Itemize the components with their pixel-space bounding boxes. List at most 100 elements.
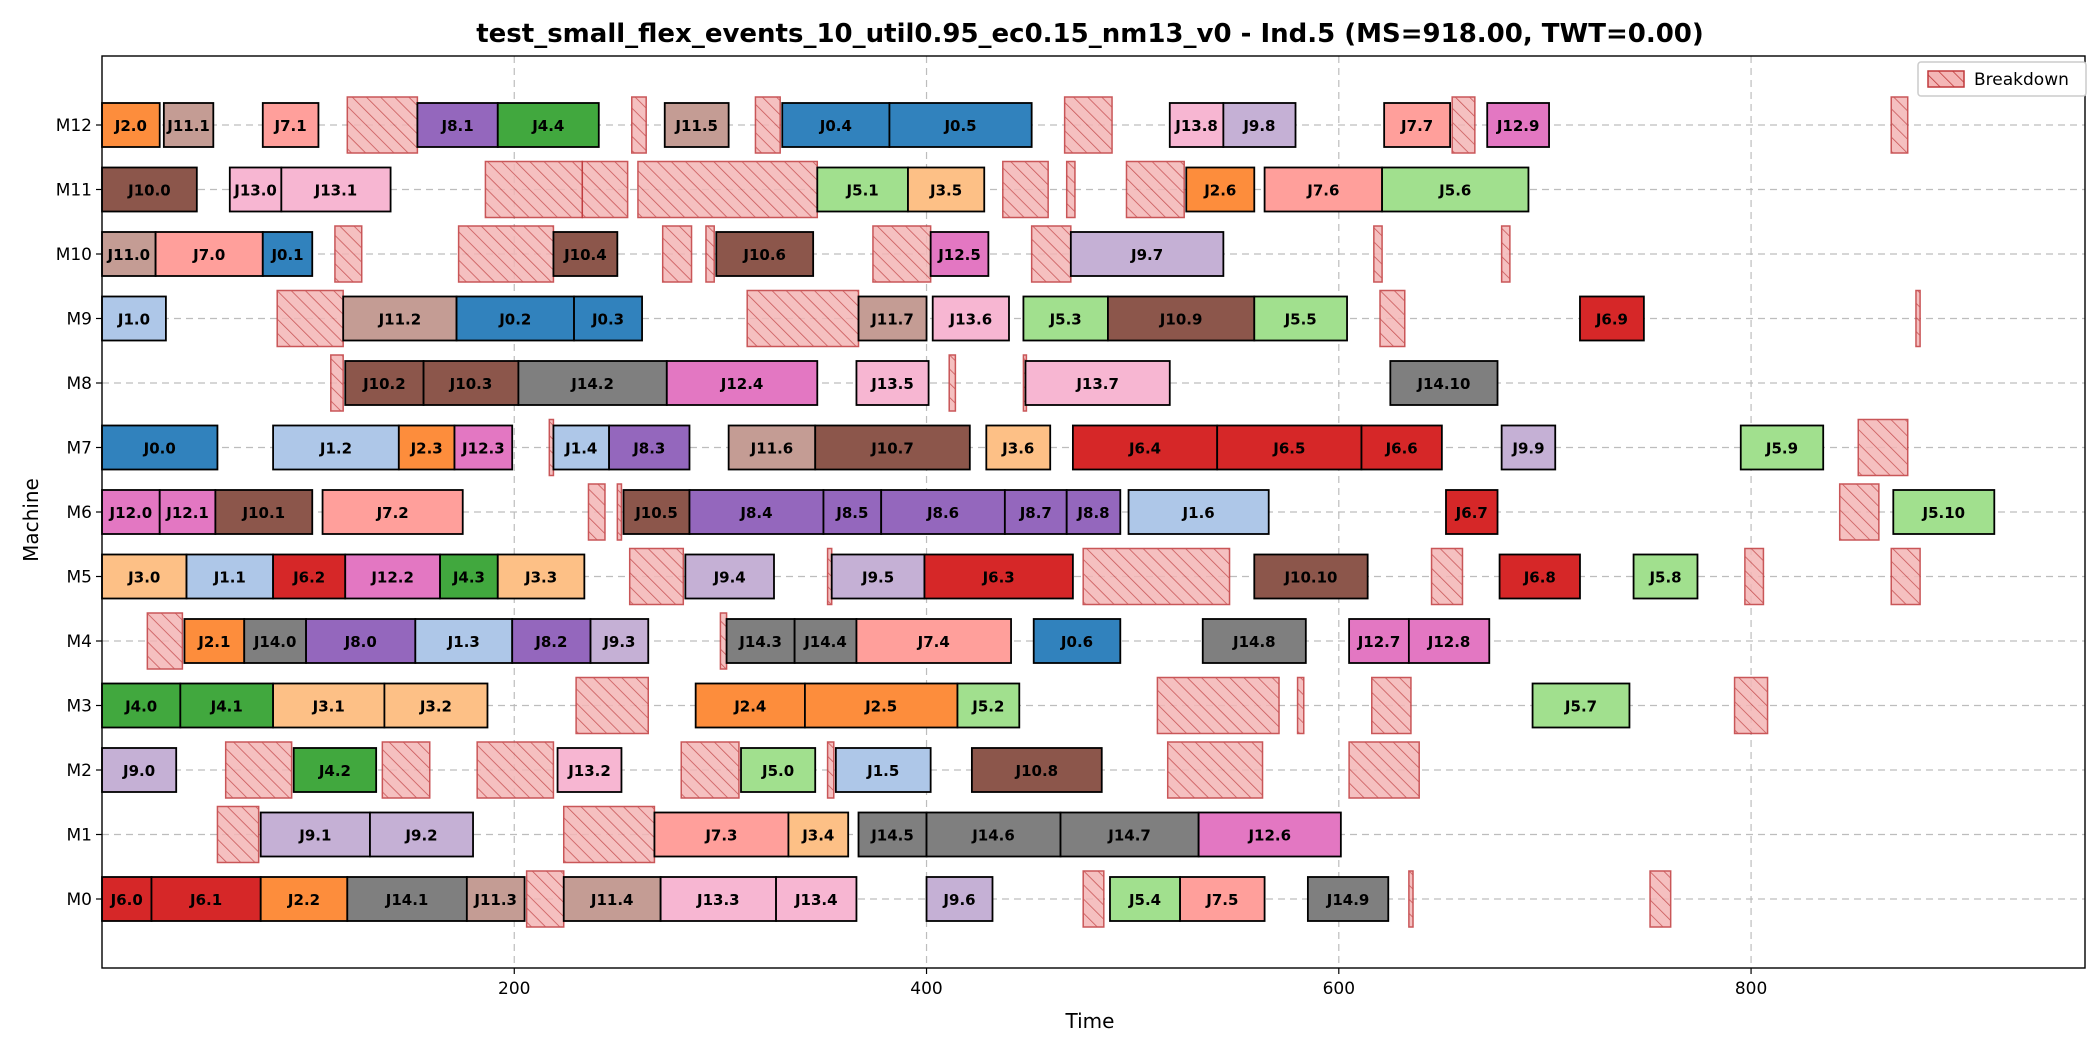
operation-bar bbox=[496, 553, 586, 600]
legend-breakdown-swatch bbox=[1927, 70, 1965, 88]
breakdown-bar bbox=[587, 483, 606, 541]
operation-label: J14.8 bbox=[1232, 633, 1276, 651]
operation-label: J10.7 bbox=[870, 440, 914, 458]
operation-bar bbox=[653, 811, 790, 858]
operation-label: J11.1 bbox=[166, 117, 210, 135]
operation-bar bbox=[725, 618, 796, 664]
breakdown-bar bbox=[525, 870, 565, 928]
operation-label: J0.1 bbox=[270, 246, 303, 264]
operation-label: J10.6 bbox=[742, 246, 786, 264]
operation-label: J0.6 bbox=[1060, 633, 1093, 651]
operation-bar bbox=[261, 102, 320, 148]
breakdown-bar bbox=[661, 225, 693, 283]
operation-label: J13.1 bbox=[314, 182, 358, 200]
operation-bar bbox=[1348, 618, 1410, 664]
operation-label: J0.5 bbox=[943, 117, 976, 135]
operation-bar bbox=[552, 231, 619, 277]
operation-bar bbox=[907, 166, 986, 213]
operation-label: J6.8 bbox=[1523, 569, 1556, 587]
legend-breakdown-label: Breakdown bbox=[1974, 70, 2069, 90]
x-tick-label: 200 bbox=[498, 979, 530, 999]
operation-label: J12.7 bbox=[1357, 633, 1401, 651]
operation-label: J14.7 bbox=[1107, 827, 1151, 845]
operation-bar bbox=[261, 231, 314, 277]
operation-bar bbox=[694, 682, 806, 729]
operation-bar bbox=[496, 102, 600, 148]
breakdown-bar bbox=[705, 225, 715, 283]
operation-bar bbox=[154, 231, 264, 277]
operation-label: J6.6 bbox=[1385, 440, 1418, 458]
operation-label: J10.9 bbox=[1159, 311, 1203, 329]
operation-bar bbox=[1222, 102, 1297, 148]
operation-label: J11.4 bbox=[590, 891, 634, 909]
breakdown-bar bbox=[631, 96, 647, 154]
operation-label: J11.3 bbox=[473, 891, 517, 909]
operation-bar bbox=[925, 876, 994, 922]
operation-bar bbox=[397, 424, 456, 471]
breakdown-bar bbox=[746, 289, 860, 348]
operation-bar bbox=[1531, 682, 1631, 729]
breakdown-bar bbox=[224, 741, 293, 799]
operation-bar bbox=[1579, 295, 1645, 342]
operation-bar bbox=[857, 295, 928, 342]
breakdown-bar bbox=[1348, 741, 1420, 799]
breakdown-bar bbox=[562, 805, 656, 864]
operation-label: J2.1 bbox=[197, 633, 230, 651]
breakdown-bar bbox=[484, 160, 584, 219]
operation-label: J13.5 bbox=[870, 375, 914, 393]
y-tick-label: M5 bbox=[67, 568, 92, 588]
operation-label: J7.5 bbox=[1205, 891, 1238, 909]
y-tick-label: M10 bbox=[56, 245, 92, 265]
operation-label: J4.3 bbox=[452, 569, 485, 587]
operation-label: J13.7 bbox=[1075, 375, 1119, 393]
operation-bar bbox=[465, 876, 526, 922]
y-tick-label: M1 bbox=[67, 826, 92, 846]
operation-label: J4.0 bbox=[124, 698, 157, 716]
operation-bar bbox=[101, 295, 167, 342]
operation-label: J4.2 bbox=[318, 762, 351, 780]
operation-bar bbox=[1389, 360, 1499, 406]
operation-bar bbox=[880, 489, 1006, 535]
breakdown-bar bbox=[1890, 547, 1921, 606]
operation-bar bbox=[185, 553, 274, 600]
operation-bar bbox=[814, 424, 971, 471]
operation-label: J1.5 bbox=[866, 762, 899, 780]
operation-label: J0.3 bbox=[591, 311, 624, 329]
operation-bar bbox=[1632, 553, 1699, 600]
operation-bar bbox=[1185, 166, 1256, 213]
operation-bar bbox=[925, 811, 1062, 858]
operation-label: J2.0 bbox=[114, 117, 147, 135]
operation-bar bbox=[1059, 811, 1200, 858]
operation-label: J10.10 bbox=[1283, 569, 1337, 587]
operation-bar bbox=[383, 682, 489, 729]
operation-bar bbox=[855, 360, 930, 406]
breakdown-bar bbox=[346, 96, 419, 154]
operation-bar bbox=[665, 360, 819, 406]
breakdown-bar bbox=[216, 805, 260, 864]
breakdown-bar bbox=[948, 354, 957, 412]
operation-label: J12.0 bbox=[109, 504, 153, 522]
operation-label: J10.0 bbox=[127, 182, 171, 200]
breakdown-bar bbox=[330, 354, 344, 412]
operation-label: J2.2 bbox=[287, 891, 320, 909]
operation-bar bbox=[272, 424, 400, 471]
operation-bar bbox=[622, 489, 691, 535]
operation-bar bbox=[517, 360, 668, 406]
operation-label: J1.0 bbox=[117, 311, 150, 329]
operation-bar bbox=[1216, 424, 1363, 471]
breakdown-bar bbox=[1156, 676, 1280, 735]
operation-bar bbox=[228, 166, 283, 213]
breakdown-bar bbox=[1371, 676, 1412, 735]
operation-bar bbox=[816, 166, 909, 213]
operation-bar bbox=[857, 811, 928, 858]
operation-label: J12.8 bbox=[1427, 633, 1471, 651]
operation-bar bbox=[663, 102, 730, 148]
operation-label: J2.6 bbox=[1203, 182, 1236, 200]
operation-bar bbox=[280, 166, 392, 213]
operation-bar bbox=[150, 876, 262, 922]
operation-bar bbox=[715, 231, 815, 277]
operation-bar bbox=[956, 682, 1021, 729]
operation-label: J8.8 bbox=[1076, 504, 1109, 522]
breakdown-bar bbox=[637, 160, 819, 219]
breakdown-bar bbox=[1430, 547, 1464, 606]
